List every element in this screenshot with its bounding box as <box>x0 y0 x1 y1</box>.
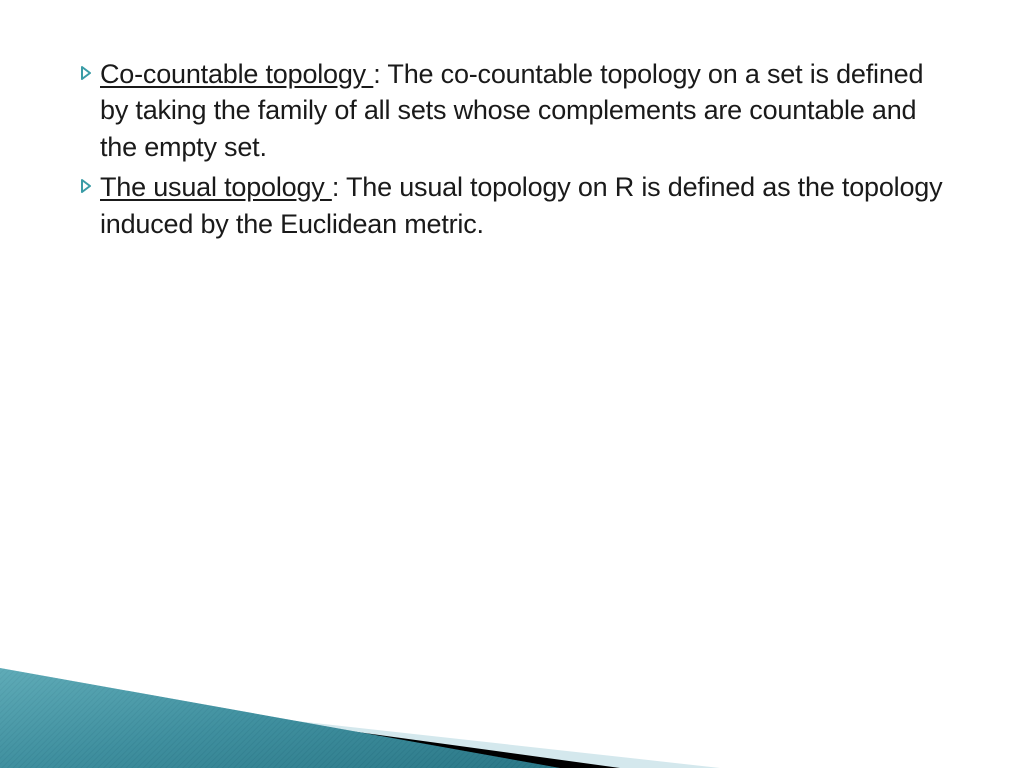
term: The usual topology <box>100 172 332 202</box>
bullet-marker-icon <box>80 66 100 80</box>
bullet-item: The usual topology : The usual topology … <box>100 169 954 242</box>
term: Co-countable topology <box>100 59 373 89</box>
bullet-item: Co-countable topology : The co-countable… <box>100 56 954 165</box>
bullet-text: The usual topology : The usual topology … <box>100 169 954 242</box>
slide-content: Co-countable topology : The co-countable… <box>0 0 1024 242</box>
slide-decoration <box>0 588 1024 768</box>
bullet-text: Co-countable topology : The co-countable… <box>100 56 954 165</box>
bullet-marker-icon <box>80 179 100 193</box>
